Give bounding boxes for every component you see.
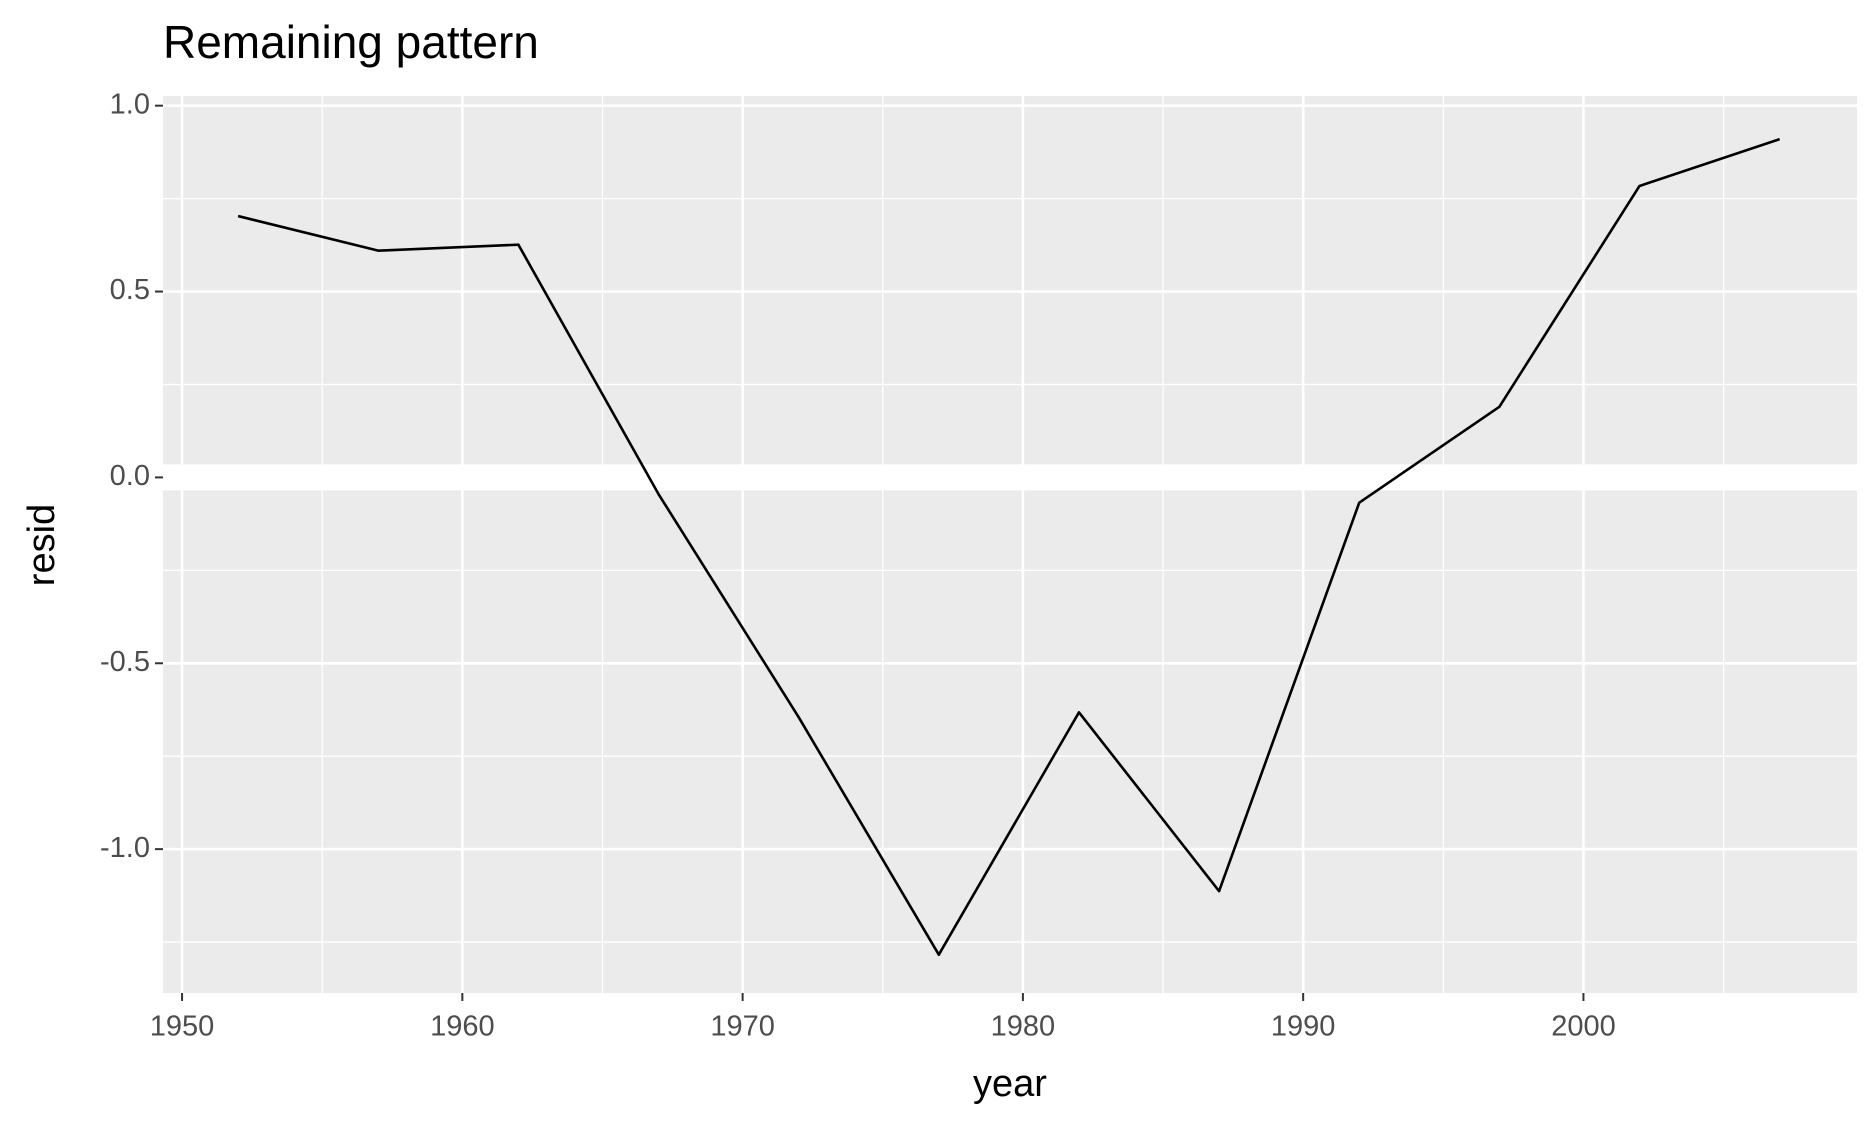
data-line (237, 137, 1781, 957)
y-tick-label: 1.0 (110, 88, 150, 120)
y-axis-label: resid (21, 504, 63, 586)
y-tick-label: 0.5 (110, 274, 150, 306)
y-tick-label: -0.5 (100, 646, 150, 678)
x-tick-label: 1950 (150, 1011, 215, 1043)
panel (163, 96, 1857, 993)
x-tick-label: 2000 (1551, 1011, 1616, 1043)
chart-title: Remaining pattern (163, 16, 539, 68)
x-axis-label: year (973, 1063, 1047, 1105)
x-tick-label: 1960 (430, 1011, 495, 1043)
y-tick-label: 0.0 (110, 460, 150, 492)
y-tick-label: -1.0 (100, 832, 150, 864)
x-tick-label: 1980 (991, 1011, 1056, 1043)
x-tick-label: 1970 (710, 1011, 775, 1043)
x-tick-label: 1990 (1271, 1011, 1336, 1043)
